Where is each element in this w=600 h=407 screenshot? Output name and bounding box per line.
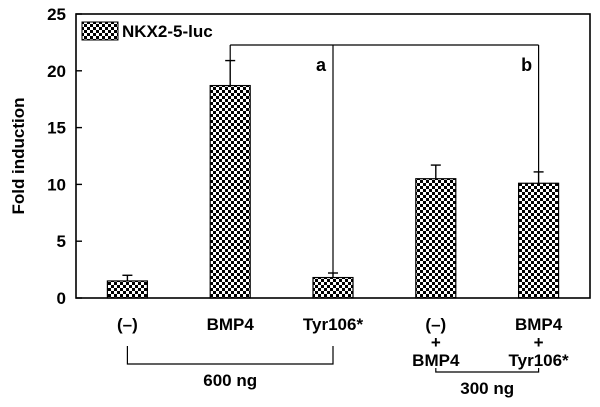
category-label-line: + <box>431 333 441 352</box>
y-tick-label: 15 <box>47 119 66 138</box>
y-axis-ticks: 0 5 10 15 20 25 <box>47 5 82 308</box>
y-tick-label: 0 <box>57 289 66 308</box>
bar <box>415 178 457 299</box>
y-tick-label: 25 <box>47 5 66 24</box>
plot-area-frame <box>75 13 591 299</box>
category-label-line: (–) <box>117 315 138 334</box>
bar <box>209 84 251 299</box>
group-label: 300 ng <box>460 379 514 398</box>
category-label-line: + <box>534 333 544 352</box>
legend: NKX2-5-luc <box>81 21 213 41</box>
bar <box>517 182 560 299</box>
category-label-line: (–) <box>425 315 446 334</box>
category-label-line: BMP4 <box>412 351 460 370</box>
group-bracket <box>435 368 540 373</box>
category-label: (–) + BMP4 <box>412 315 460 370</box>
category-label: BMP4 <box>207 315 255 334</box>
category-label-line: Tyr106* <box>303 315 364 334</box>
category-label-line: BMP4 <box>515 315 563 334</box>
category-label-line: BMP4 <box>207 315 255 334</box>
category-label-line: Tyr106* <box>509 351 570 370</box>
y-tick-label: 10 <box>47 175 66 194</box>
comparison-label: a <box>316 55 327 75</box>
y-tick-label: 20 <box>47 62 66 81</box>
y-axis-title: Fold induction <box>9 97 28 214</box>
legend-label: NKX2-5-luc <box>122 22 213 41</box>
legend-swatch <box>81 21 119 41</box>
group-bracket <box>126 346 334 365</box>
comparison-label: b <box>521 55 532 75</box>
group-label: 600 ng <box>203 371 257 390</box>
category-label: Tyr106* <box>303 315 364 334</box>
bars <box>106 84 560 299</box>
group-brackets: 600 ng 300 ng <box>126 346 540 398</box>
bar <box>312 276 354 299</box>
bar <box>106 280 149 299</box>
y-tick-label: 5 <box>57 232 66 251</box>
category-label: BMP4 + Tyr106* <box>509 315 570 370</box>
category-label: (–) <box>117 315 138 334</box>
